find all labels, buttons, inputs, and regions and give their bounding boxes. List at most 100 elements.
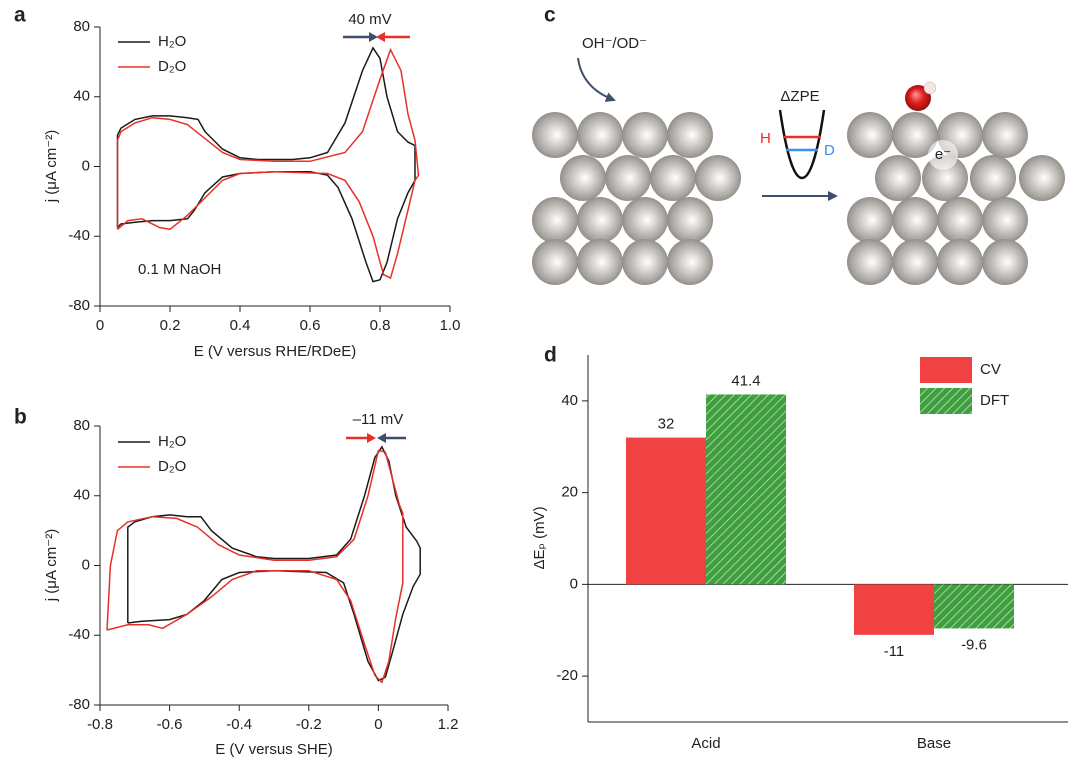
atom <box>892 239 938 285</box>
x-tick-label: 0.6 <box>300 317 321 334</box>
y-tick-label: 40 <box>73 487 90 504</box>
y-tick-label: -20 <box>556 667 578 684</box>
atom <box>622 112 668 158</box>
atom <box>667 197 713 243</box>
atom <box>982 112 1028 158</box>
cv-curve <box>116 46 416 283</box>
annotation: 0.1 M NaOH <box>138 261 221 278</box>
arrow <box>577 57 616 102</box>
adsorbate-label: OH⁻/OD⁻ <box>582 35 647 52</box>
atom <box>622 239 668 285</box>
data-label: 41.4 <box>731 372 760 389</box>
y-tick-label: 80 <box>73 18 90 35</box>
y-tick-label: 0 <box>570 575 578 592</box>
panel-label: b <box>14 406 27 429</box>
oxygen-atom <box>905 85 931 111</box>
x-tick-label: -0.4 <box>226 716 252 733</box>
atom <box>532 197 578 243</box>
atom <box>847 112 893 158</box>
atom <box>970 155 1016 201</box>
y-tick-label: -40 <box>68 227 90 244</box>
arrow-head <box>369 32 378 42</box>
data-label: 32 <box>658 416 675 433</box>
atom <box>532 239 578 285</box>
atom <box>937 197 983 243</box>
atom <box>622 197 668 243</box>
cv-curve <box>116 47 420 280</box>
x-tick-label: Base <box>917 735 951 752</box>
bar <box>706 394 786 585</box>
atom <box>1019 155 1065 201</box>
data-label: -9.6 <box>961 636 987 653</box>
atom <box>875 155 921 201</box>
y-tick-label: -80 <box>68 297 90 314</box>
y-tick-label: 0 <box>82 157 90 174</box>
atom <box>560 155 606 201</box>
atom <box>892 197 938 243</box>
d-label: D <box>824 142 835 159</box>
atom <box>532 112 578 158</box>
x-tick-label: 0.2 <box>160 317 181 334</box>
x-tick-label: -0.2 <box>296 716 322 733</box>
atom <box>892 112 938 158</box>
atom <box>605 155 651 201</box>
y-tick-label: 40 <box>73 88 90 105</box>
y-axis-label: ΔEₚ (mV) <box>531 506 548 569</box>
atom <box>937 239 983 285</box>
legend-label: DFT <box>980 392 1009 409</box>
y-tick-label: 40 <box>561 392 578 409</box>
panel-label: d <box>544 344 557 367</box>
x-tick-label: Acid <box>691 735 720 752</box>
arrow-head <box>377 433 386 443</box>
y-tick-label: -80 <box>68 696 90 713</box>
bar <box>854 584 934 635</box>
x-tick-label: -0.8 <box>87 716 113 733</box>
arrow-head <box>376 32 385 42</box>
atom <box>577 197 623 243</box>
atom <box>650 155 696 201</box>
bar <box>934 584 1014 629</box>
atom <box>982 197 1028 243</box>
y-tick-label: 20 <box>561 484 578 501</box>
x-tick-label: -0.6 <box>157 716 183 733</box>
annotation: 40 mV <box>348 11 391 28</box>
panel-label: c <box>544 4 556 27</box>
legend-swatch <box>920 357 972 383</box>
x-axis-label: E (V versus SHE) <box>215 741 333 758</box>
x-tick-label: 0.4 <box>230 317 251 334</box>
cv-curve <box>127 445 421 682</box>
x-axis-label: E (V versus RHE/RDeE) <box>194 343 357 360</box>
y-axis-label: j (μA cm⁻²) <box>43 529 60 602</box>
energy-label: ΔZPE <box>780 88 819 105</box>
hydrogen-atom <box>923 81 937 95</box>
atom <box>667 112 713 158</box>
atom <box>847 239 893 285</box>
atom <box>695 155 741 201</box>
atom <box>847 197 893 243</box>
legend-label: H₂O <box>158 33 186 50</box>
electron-label: e⁻ <box>935 146 951 163</box>
y-tick-label: 0 <box>82 556 90 573</box>
h-label: H <box>760 130 771 147</box>
x-tick-label: 0 <box>374 716 382 733</box>
data-label: -11 <box>884 643 905 660</box>
atom <box>667 239 713 285</box>
y-tick-label: 80 <box>73 417 90 434</box>
panel-label: a <box>14 4 26 27</box>
legend-label: D₂O <box>158 58 186 75</box>
cv-curve <box>106 449 404 684</box>
electron <box>928 140 958 170</box>
x-tick-label: 0.8 <box>370 317 391 334</box>
y-axis-label: j (μA cm⁻²) <box>43 130 60 203</box>
legend-label: CV <box>980 361 1001 378</box>
annotation: –11 mV <box>353 411 404 428</box>
x-tick-label: 0 <box>96 317 104 334</box>
atom <box>577 112 623 158</box>
atom <box>982 239 1028 285</box>
x-tick-label: 1.0 <box>440 317 461 334</box>
y-tick-label: -40 <box>68 626 90 643</box>
legend-label: H₂O <box>158 433 186 450</box>
legend-swatch <box>920 388 972 414</box>
legend-label: D₂O <box>158 458 186 475</box>
